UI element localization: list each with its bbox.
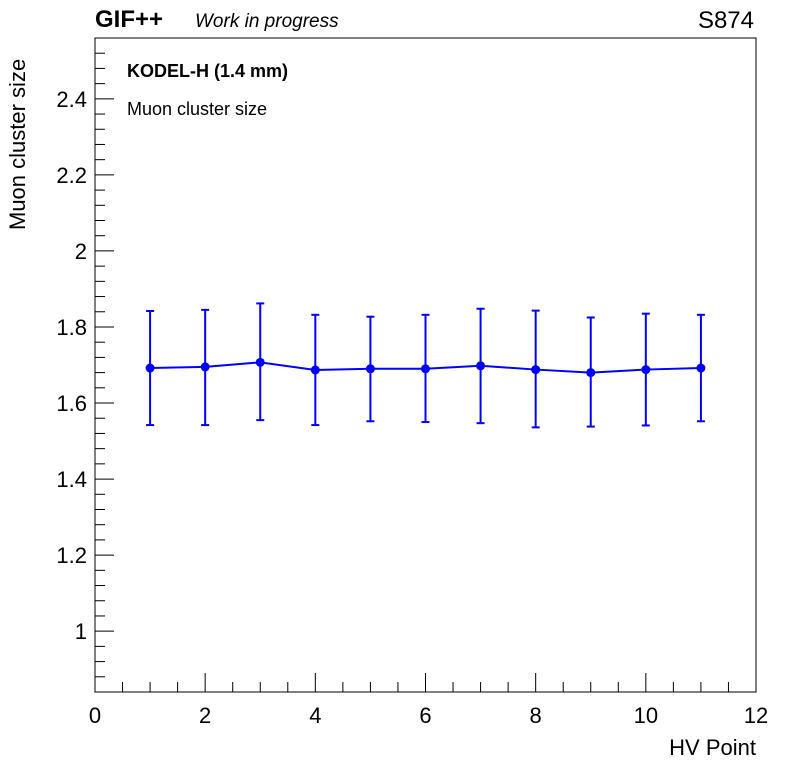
x-tick-label: 4: [309, 703, 321, 728]
detector-annotation: KODEL-H (1.4 mm): [127, 61, 288, 81]
axes: 0 2 4 6 8 10 12 1 1.2 1.4 1.6 1.8 2 2.2 2.4: [56, 37, 768, 728]
x-tick-label: 2: [199, 703, 211, 728]
data-point: [586, 368, 596, 378]
data-point: [696, 363, 706, 373]
y-tick-label: 1.2: [56, 543, 87, 568]
run-label: S874: [697, 7, 754, 34]
quantity-annotation: Muon cluster size: [127, 99, 267, 119]
y-tick-label: 1.4: [56, 467, 87, 492]
y-tick-label: 1.6: [56, 391, 87, 416]
y-tick-label: 2.2: [56, 163, 87, 188]
x-tick-label: 12: [744, 703, 768, 728]
y-tick-label: 2: [75, 239, 87, 264]
data-point: [310, 365, 320, 375]
data-point: [200, 362, 210, 372]
y-tick-label: 1.8: [56, 315, 87, 340]
data-point: [365, 364, 375, 374]
data-point: [641, 365, 651, 375]
data-point: [531, 365, 541, 375]
data-point: [255, 357, 265, 367]
x-tick-label: 6: [419, 703, 431, 728]
data-point: [145, 363, 155, 373]
data-point: [421, 364, 430, 374]
x-axis-title: HV Point: [669, 735, 756, 760]
status-label: Work in progress: [195, 11, 339, 32]
x-tick-label: 0: [89, 703, 101, 728]
x-tick-label: 8: [530, 703, 542, 728]
y-tick-label: 1: [75, 619, 87, 644]
x-tick-label: 10: [634, 703, 658, 728]
data-point: [476, 361, 486, 371]
y-tick-label: 2.4: [56, 87, 87, 112]
y-axis-title: Muon cluster size: [5, 59, 30, 230]
experiment-label: GIF++: [95, 6, 164, 33]
data-series: [145, 302, 706, 429]
